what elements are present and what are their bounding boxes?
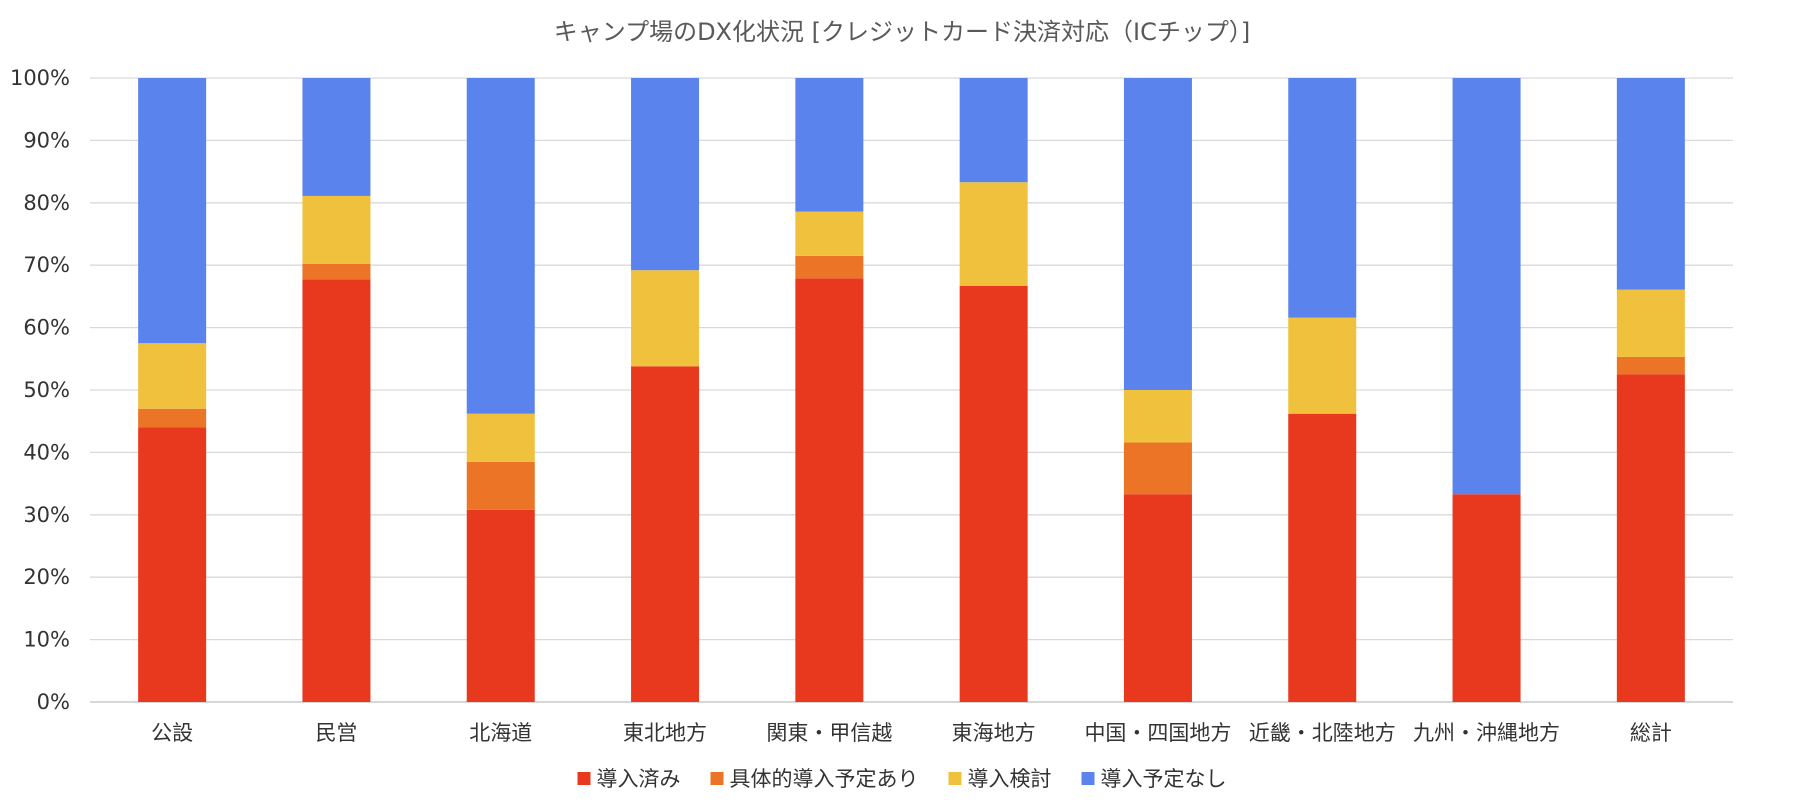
bar-segment	[138, 408, 207, 428]
y-tick-label: 0%	[37, 690, 70, 714]
legend-item: 導入済み	[577, 767, 681, 791]
bar-segment	[631, 78, 700, 271]
bar-segment	[302, 279, 371, 702]
y-tick-label: 90%	[23, 128, 70, 152]
bar-segment	[1123, 390, 1192, 443]
x-category-label: 近畿・北陸地方	[1249, 721, 1396, 745]
bar-segment	[138, 343, 207, 409]
bar-segment	[1288, 78, 1357, 318]
x-axis-categories: 公設 民営 北海道 東北地方 関東・甲信越 東海地方 中国・四国地方 近畿・北陸地方 九州・沖縄…	[151, 721, 1672, 745]
y-tick-label: 60%	[23, 316, 70, 340]
bar-segment	[138, 427, 207, 702]
x-category-label: 北海道	[469, 721, 532, 745]
y-tick-label: 50%	[23, 378, 70, 402]
x-category-label: 東海地方	[952, 721, 1036, 745]
legend-item: 導入予定なし	[1081, 767, 1227, 791]
bar-segment	[1616, 289, 1685, 357]
legend-swatch	[710, 772, 724, 785]
legend-swatch	[1081, 772, 1095, 785]
bar-segment	[466, 461, 535, 510]
bar-segment	[1123, 494, 1192, 702]
bar-segment	[959, 182, 1028, 286]
y-tick-label: 80%	[23, 191, 70, 215]
bar-segment	[302, 263, 371, 280]
bar-segment	[1288, 413, 1357, 702]
bar-segment	[631, 366, 700, 702]
bar-segment	[466, 78, 535, 414]
bar-segment	[1616, 374, 1685, 702]
bar-segment	[302, 195, 371, 264]
bar-segment	[1288, 317, 1357, 414]
bar-segment	[959, 78, 1028, 183]
y-tick-label: 10%	[23, 628, 70, 652]
bar-segment	[1452, 78, 1521, 495]
x-category-label: 九州・沖縄地方	[1413, 721, 1560, 745]
bar-segment	[466, 509, 535, 702]
bar-segment	[466, 413, 535, 462]
legend-item: 導入検討	[948, 767, 1052, 791]
y-tick-label: 20%	[23, 565, 70, 589]
x-category-label: 中国・四国地方	[1084, 721, 1231, 745]
bar-segment	[631, 270, 700, 367]
chart-title: キャンプ場のDX化状況 [クレジットカード決済対応（ICチップ）]	[554, 18, 1250, 46]
legend-label: 導入予定なし	[1101, 767, 1227, 791]
x-category-label: 総計	[1630, 721, 1672, 745]
y-tick-label: 100%	[10, 66, 70, 90]
bar-segment	[795, 278, 864, 702]
x-category-label: 関東・甲信越	[766, 721, 892, 745]
y-axis-ticks: 0% 10% 20% 30% 40% 50% 60% 70% 80% 90% 100%	[10, 66, 70, 714]
bar-segment	[138, 78, 207, 344]
bar-segment	[1452, 494, 1521, 702]
bar-segment	[302, 78, 371, 196]
bar-segment	[1123, 442, 1192, 495]
bar-segment	[795, 255, 864, 279]
legend-swatch	[577, 772, 591, 785]
legend: 導入済み 具体的導入予定あり 導入検討 導入予定なし	[577, 767, 1227, 791]
x-category-label: 民営	[315, 721, 357, 745]
x-category-label: 東北地方	[623, 721, 707, 745]
y-tick-label: 30%	[23, 503, 70, 527]
legend-swatch	[948, 772, 962, 785]
legend-label: 具体的導入予定あり	[730, 767, 919, 791]
y-tick-label: 40%	[23, 440, 70, 464]
y-tick-label: 70%	[23, 253, 70, 277]
bar-segment	[1123, 78, 1192, 390]
bar-segment	[959, 285, 1028, 702]
legend-label: 導入済み	[597, 767, 681, 791]
bar-segment	[1616, 356, 1685, 375]
legend-label: 導入検討	[968, 767, 1052, 791]
bars	[138, 78, 1685, 702]
bar-segment	[1616, 78, 1685, 290]
x-category-label: 公設	[151, 721, 193, 745]
bar-segment	[795, 78, 864, 212]
legend-item: 具体的導入予定あり	[710, 767, 919, 791]
bar-segment	[795, 211, 864, 256]
